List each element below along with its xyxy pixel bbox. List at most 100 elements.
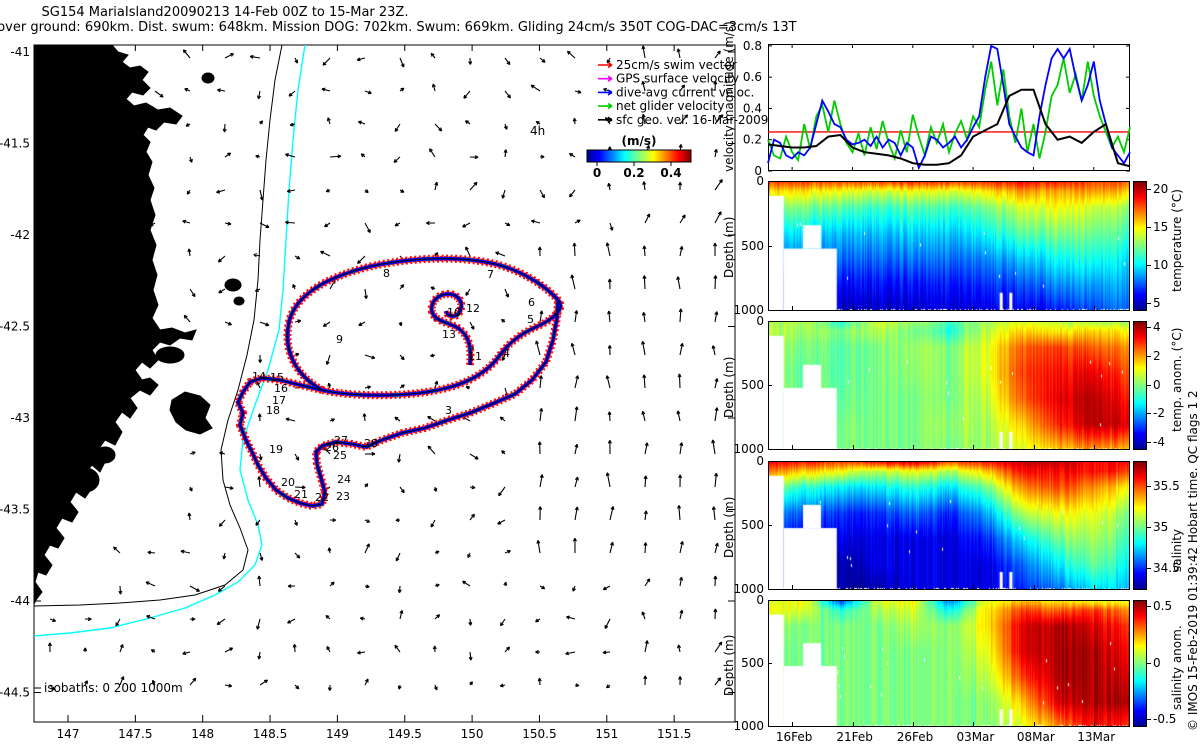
day-number-label: 24 [337,473,351,486]
island [79,352,111,378]
map-lon-tick-label: 149 [326,727,349,741]
colorbar-tick-label: 20 [1153,181,1169,196]
island [102,379,128,401]
day-number-label: 4 [503,347,510,360]
time-tick [1033,585,1035,589]
temperature-anomaly-section [768,321,1130,450]
colorbar-tick [1147,226,1151,228]
map-lon-tick-label: 151.5 [657,727,691,741]
legend-colorbar-tick-label: 0.2 [623,166,644,180]
velocity-y-tick-label: 0.4 [743,101,762,115]
legend-item-label: dive-avg current veloc. [616,85,754,99]
map-lat-tick-label: -44.5 [0,686,30,700]
velocity-y-tick-label: 0.8 [743,39,762,53]
depth-tick [768,600,772,601]
colorbar-tick [1147,302,1151,304]
colorbar-tick [1147,442,1151,444]
colorbar-tick [1147,567,1151,569]
heatmap-axes-box [768,461,1130,590]
time-tick-label: 16Feb [775,730,813,744]
depth-tick-label: 1000 [733,582,764,596]
map-lon-tick-label: 151 [595,727,618,741]
time-tick [912,722,914,726]
time-tick-label: 08Mar [1016,730,1055,744]
velocity-timeseries: 0 0.2 0.4 0.6 0.8 [743,39,1131,178]
legend-colorbar-tick-label: 0.4 [660,166,681,180]
colorbar-tick [1147,719,1151,721]
legend-marker [598,102,613,110]
figure-title-line1: SG154 MariaIsland20090213 14-Feb 00Z to … [42,5,409,20]
time-tick [792,306,794,310]
day-number-label: 27 [334,434,348,447]
time-tick [912,585,914,589]
time-tick [973,306,975,310]
day-number-label: 3 [445,404,452,417]
depth-tick [768,310,772,311]
day-number-label: 14 [252,370,266,383]
velocity-ylabel: velocity magnitude (m/s) [722,21,736,172]
time-tick-label: 03Mar [956,730,995,744]
time-tick [1033,306,1035,310]
depth-tick-label: 500 [741,238,764,253]
time-tick [852,306,854,310]
heatmap-axes-box [768,600,1130,727]
day-number-label: 20 [281,476,295,489]
heatmap-axes-box [768,181,1130,311]
day-number-label: 25 [333,449,347,462]
series-sfc-geostrophic-velocity [767,88,1131,168]
current-vector-field [47,45,724,691]
series-net-glider-velocity [767,58,1131,163]
colorbar [1133,461,1147,590]
day-number-label: 26 [325,441,339,454]
colorbar-tick [1147,605,1151,607]
time-tick [973,585,975,589]
time-tick [852,585,854,589]
legend-item-label: GPS surface velocity [616,72,739,86]
map-lon-tick-label: 147 [57,727,80,741]
colorbar-tick [1147,662,1151,664]
time-tick [1033,722,1035,726]
legend-item-label: sfc geo. vel. 16-Mar-2009 [616,113,768,127]
day-number-label: 21 [294,488,308,501]
day-number-label: 23 [336,490,350,503]
depth-tick [768,449,772,450]
depth-tick-label: 1000 [733,303,764,317]
depth-tick-label: 500 [741,378,764,392]
map-lon-tick-label: 148 [191,727,214,741]
day-number-label: 5 [527,313,534,326]
velocity-y-tick-label: 0 [754,164,762,178]
map-lat-tick-label: -41 [10,45,30,59]
legend-marker [598,61,613,69]
colorbar-tick-label: 5 [1153,295,1161,310]
colorbar-tick [1147,526,1151,528]
island [233,296,245,306]
temperature-section [768,181,1130,311]
velocity-y-ticks [768,45,1130,172]
day-number-label: 8 [383,267,390,280]
time-tick [852,722,854,726]
day-number-label: 10 [447,306,461,319]
time-tick [1094,306,1096,310]
depth-tick-label: 1000 [733,442,764,456]
colorbar-tick [1147,355,1151,357]
depth-tick-label: 500 [741,656,764,670]
depth-tick [768,245,772,247]
legend-colorbar-ticks: 0 0.2 0.4 [593,162,682,180]
colorbar-label: salinity anom. [1170,624,1184,710]
depth-tick-label: 0 [756,454,764,468]
map-lat-tick-label: -42 [10,228,30,242]
legend-velocity-colorbar [586,149,692,163]
depth-tick-label: 1000 [733,719,764,733]
colorbar-tick-label: 35.5 [1153,478,1180,493]
colorbar-tick-label: -4 [1153,435,1165,450]
time-tick [1094,585,1096,589]
salinity-anomaly-section [768,600,1130,727]
map-lat-tick-label: -42.5 [0,320,30,334]
day-number-label: 13 [442,328,456,341]
day-number-label: 11 [468,350,482,363]
map-lat-tick-label: -44 [10,594,30,608]
isobath-200m [34,45,283,607]
